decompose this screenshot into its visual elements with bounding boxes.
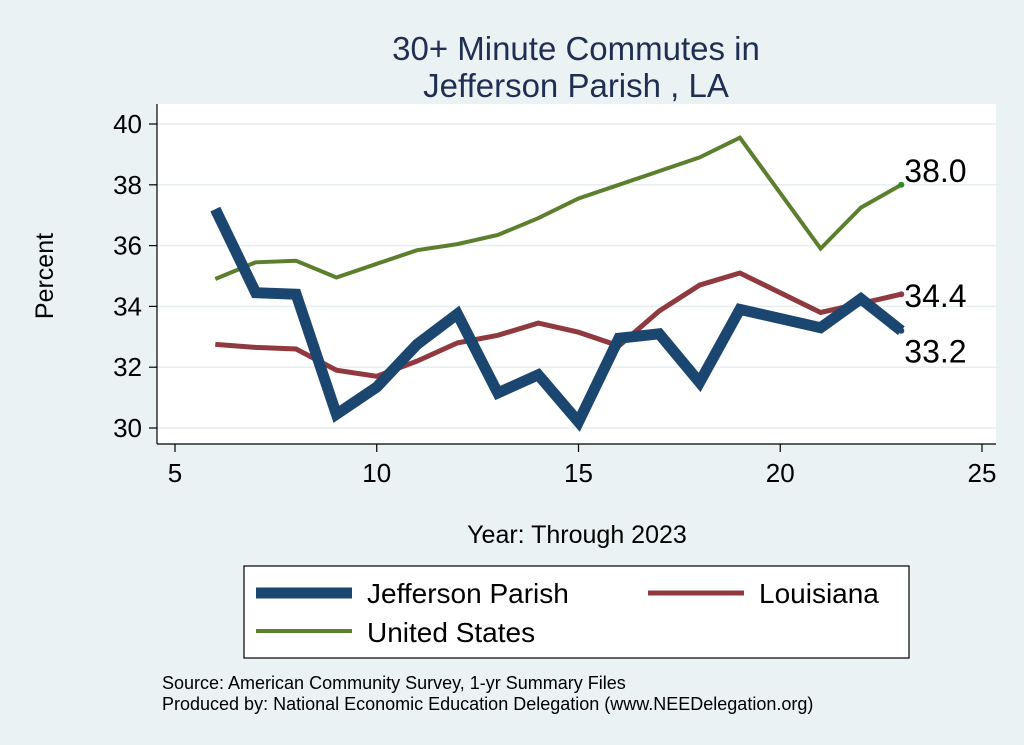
end-label-louisiana: 34.4 [904,278,966,314]
axis-ticks: 30 32 34 36 38 40 5 10 15 20 25 [113,109,996,488]
end-label-jefferson-parish: 33.2 [904,334,966,370]
source-line-2: Produced by: National Economic Education… [162,694,813,714]
chart-title-line-1: 30+ Minute Commutes in [392,30,760,67]
legend-label-louisiana: Louisiana [759,578,879,609]
x-tick-label-10: 10 [362,458,391,488]
end-label-united-states: 38.0 [904,153,966,189]
end-point-louisiana [898,291,905,298]
y-tick-label-36: 36 [113,231,142,261]
series-line-jefferson-parish [210,206,905,432]
series-lines [210,135,905,432]
legend-box [243,565,910,659]
end-point-united-states [898,181,905,188]
end-labels: 33.2 34.4 38.0 [898,153,967,370]
y-tick-label-34: 34 [113,291,142,321]
y-axis-title: Percent [31,233,59,319]
source-line-1: Source: American Community Survey, 1-yr … [162,673,626,693]
y-tick-label-40: 40 [113,109,142,139]
end-point-jefferson-parish [898,327,905,334]
x-axis-title: Year: Through 2023 [467,521,687,549]
legend-label-jefferson-parish: Jefferson Parish [367,578,569,609]
series-line-united-states [214,135,903,281]
y-tick-label-38: 38 [113,170,142,200]
legend: Jefferson Parish Louisiana United States [243,565,910,659]
x-tick-label-25: 25 [968,458,997,488]
x-tick-label-5: 5 [168,458,182,488]
x-tick-label-15: 15 [564,458,593,488]
chart-title-line-2: Jefferson Parish , LA [423,67,729,104]
legend-label-united-states: United States [367,617,535,648]
y-tick-label-30: 30 [113,413,142,443]
x-tick-label-20: 20 [766,458,795,488]
plot-area [157,104,996,444]
y-tick-label-32: 32 [113,352,142,382]
